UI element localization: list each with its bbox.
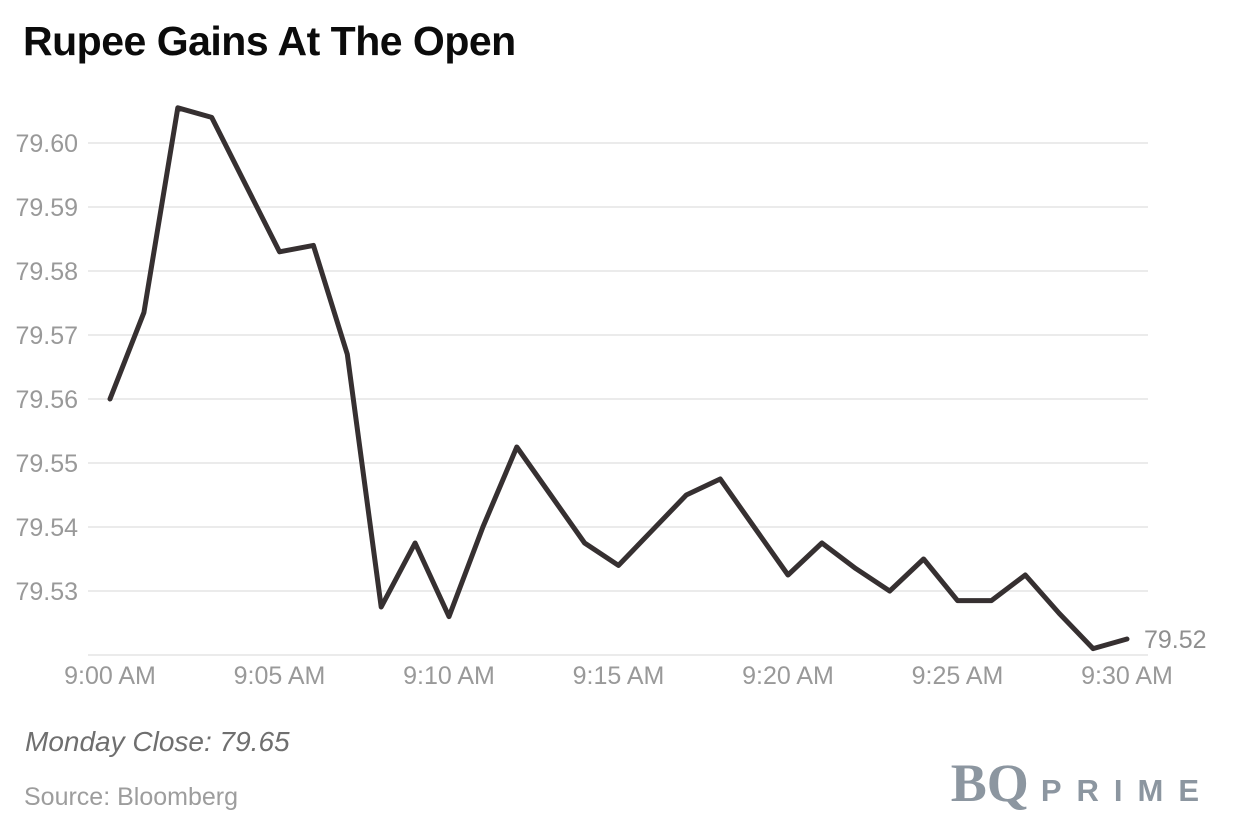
y-axis-tick-label: 79.54 bbox=[15, 514, 78, 542]
y-axis-tick-label: 79.55 bbox=[15, 450, 78, 478]
last-price-label: 79.52 bbox=[1144, 626, 1207, 654]
x-axis-tick-label: 9:00 AM bbox=[64, 662, 156, 690]
bq-prime-logo: BQ PRIME bbox=[951, 756, 1214, 810]
source-attribution: Source: Bloomberg bbox=[24, 783, 239, 811]
x-axis-tick-label: 9:15 AM bbox=[573, 662, 665, 690]
y-axis-tick-label: 79.59 bbox=[15, 194, 78, 222]
logo-prime-wordmark: PRIME bbox=[1040, 773, 1214, 808]
y-axis-tick-label: 79.53 bbox=[15, 578, 78, 606]
x-axis-tick-label: 9:25 AM bbox=[912, 662, 1004, 690]
y-axis-tick-label: 79.57 bbox=[15, 322, 78, 350]
monday-close-annotation: Monday Close: 79.65 bbox=[25, 726, 290, 757]
x-axis-tick-label: 9:10 AM bbox=[403, 662, 495, 690]
x-axis-tick-label: 9:30 AM bbox=[1081, 662, 1173, 690]
price-line bbox=[107, 105, 1130, 652]
y-axis-tick-label: 79.58 bbox=[15, 258, 78, 286]
y-axis-tick-label: 79.56 bbox=[15, 386, 78, 414]
chart-title: Rupee Gains At The Open bbox=[23, 18, 516, 64]
x-axis-tick-label: 9:05 AM bbox=[234, 662, 326, 690]
x-axis-tick-label: 9:20 AM bbox=[742, 662, 834, 690]
logo-bq-mark: BQ bbox=[950, 753, 1029, 813]
y-axis-tick-label: 79.60 bbox=[15, 130, 78, 158]
